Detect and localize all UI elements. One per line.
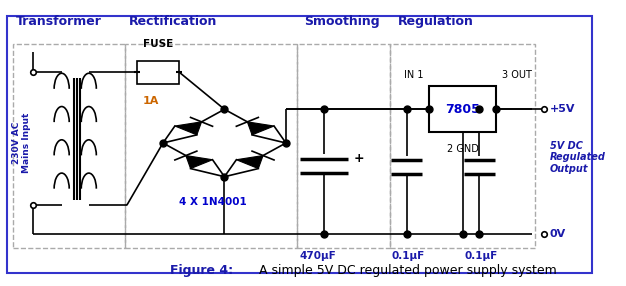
Text: 230V AC
Mains Input: 230V AC Mains Input — [12, 113, 31, 173]
Text: 4 X 1N4001: 4 X 1N4001 — [178, 197, 246, 207]
Polygon shape — [175, 122, 202, 135]
Polygon shape — [247, 122, 274, 135]
Text: IN 1: IN 1 — [404, 70, 423, 80]
Text: 470μF: 470μF — [299, 251, 336, 261]
Text: 7805: 7805 — [445, 102, 480, 116]
Text: Smoothing: Smoothing — [304, 15, 380, 28]
Text: Rectification: Rectification — [129, 15, 217, 28]
Polygon shape — [237, 156, 263, 168]
Text: 0.1μF: 0.1μF — [464, 251, 498, 261]
Text: 2 GND: 2 GND — [446, 144, 478, 154]
Text: 5V DC
Regulated
Output: 5V DC Regulated Output — [550, 140, 606, 174]
Text: FUSE: FUSE — [143, 39, 173, 49]
Text: Figure 4:: Figure 4: — [170, 264, 233, 277]
Text: 0.1μF: 0.1μF — [392, 251, 425, 261]
Text: Regulation: Regulation — [398, 15, 473, 28]
FancyBboxPatch shape — [429, 86, 496, 132]
Text: +: + — [354, 152, 365, 165]
Text: Transformer: Transformer — [16, 15, 101, 28]
Text: 3 OUT: 3 OUT — [502, 70, 531, 80]
Text: +5V: +5V — [550, 104, 575, 114]
Polygon shape — [186, 156, 213, 168]
Text: A simple 5V DC regulated power supply system: A simple 5V DC regulated power supply sy… — [255, 264, 557, 277]
Text: 1A: 1A — [143, 96, 160, 106]
FancyBboxPatch shape — [137, 61, 179, 84]
Text: 0V: 0V — [550, 229, 567, 239]
